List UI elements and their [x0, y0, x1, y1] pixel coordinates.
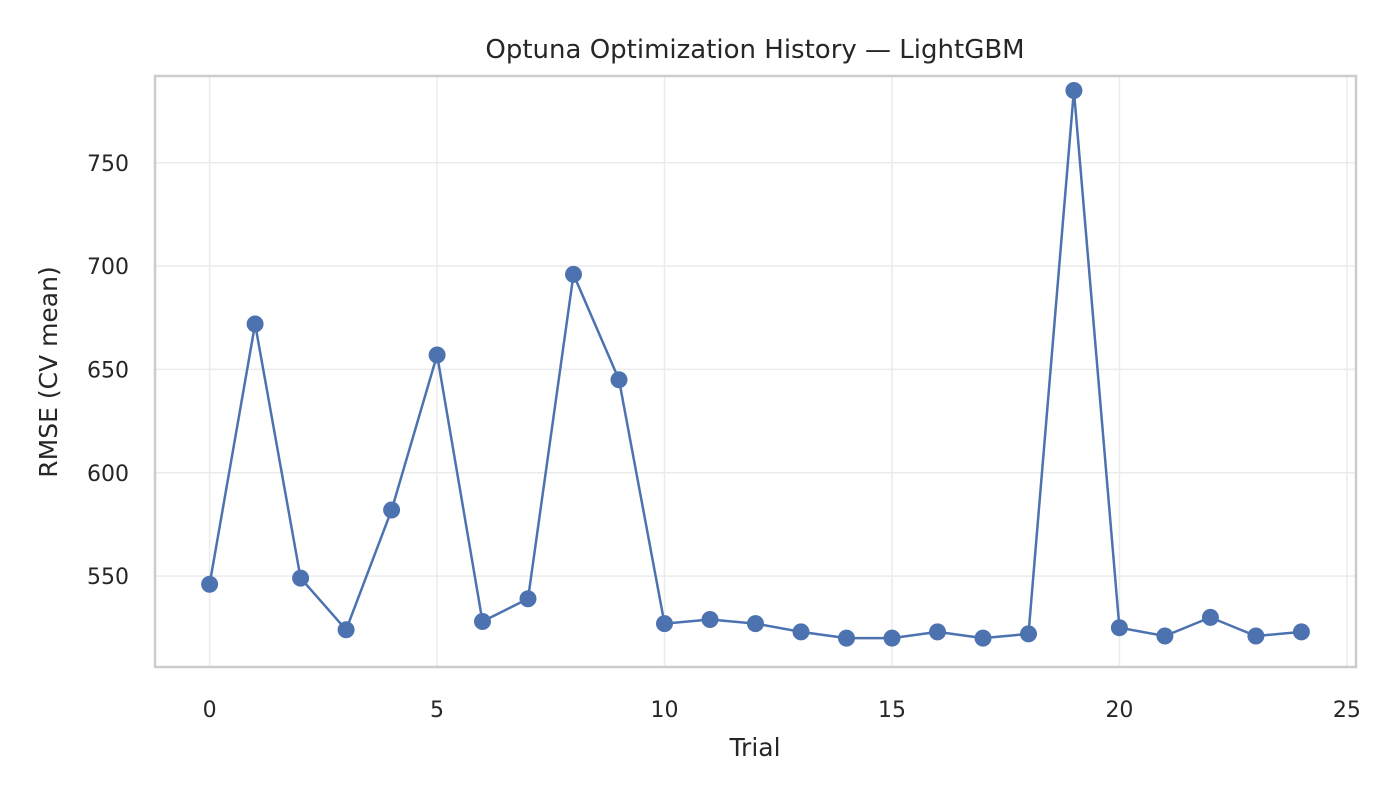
data-point: [519, 590, 537, 608]
data-point: [1247, 627, 1265, 645]
data-point: [428, 346, 446, 364]
series-layer: [201, 82, 1310, 647]
data-point: [565, 265, 582, 283]
x-tick-label: 10: [651, 698, 679, 723]
data-point: [792, 623, 810, 641]
data-point: [883, 629, 901, 647]
y-tick-label: 650: [87, 358, 129, 383]
data-point: [1065, 82, 1083, 99]
data-point: [292, 569, 310, 587]
data-point: [747, 615, 764, 633]
x-tick-label: 20: [1105, 698, 1133, 723]
data-point: [383, 501, 401, 519]
data-point: [1292, 623, 1310, 641]
data-point: [974, 629, 992, 647]
y-axis-label: RMSE (CV mean): [34, 266, 63, 477]
data-point: [337, 621, 355, 639]
plot-frame: [153, 74, 1358, 669]
data-point: [474, 613, 491, 630]
data-point: [201, 575, 219, 593]
chart-title: Optuna Optimization History — LightGBM: [485, 35, 1024, 65]
y-tick-label: 550: [87, 565, 129, 590]
x-tick-label: 5: [430, 698, 444, 723]
data-point: [1156, 627, 1174, 645]
data-point: [610, 371, 628, 389]
x-tick-label: 15: [878, 698, 906, 723]
data-point: [838, 629, 855, 647]
series-line: [208, 89, 1302, 640]
x-tick-label: 0: [203, 698, 217, 723]
x-tick-label: 25: [1333, 698, 1361, 723]
y-tick-label: 700: [87, 255, 129, 280]
x-axis-label: Trial: [728, 733, 780, 762]
data-point: [246, 315, 264, 333]
data-point: [1020, 625, 1037, 643]
data-point: [1201, 608, 1219, 626]
data-point: [701, 611, 719, 628]
data-point: [1110, 619, 1128, 637]
grid: [155, 76, 1356, 667]
data-point: [656, 615, 673, 633]
axis-ticks: 0 5 10 15 20 25 550 600 650 700 750: [87, 152, 1361, 723]
data-point: [929, 623, 946, 641]
y-tick-label: 750: [87, 152, 129, 177]
y-tick-label: 600: [87, 462, 129, 487]
